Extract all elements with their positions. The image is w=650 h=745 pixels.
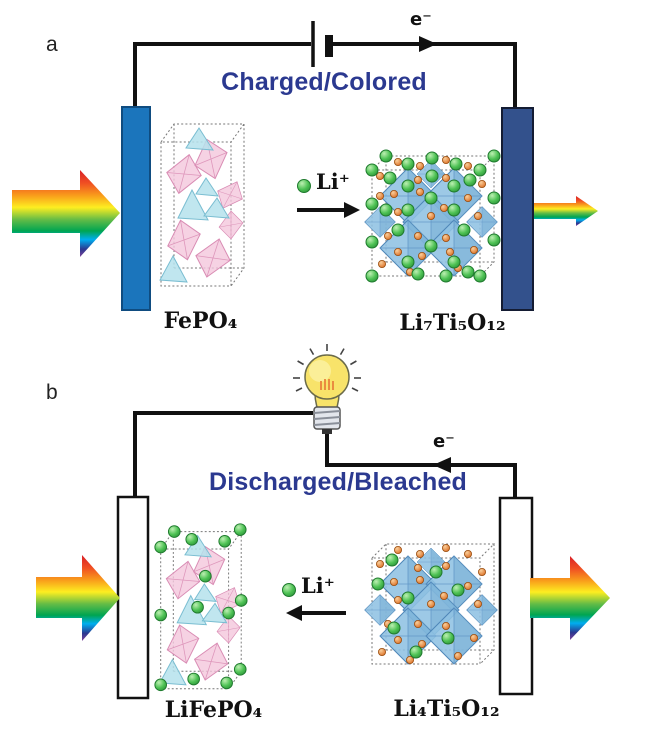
li-ion-label-b: Li⁺ — [301, 573, 335, 598]
material-label-lifepo4: LiFePO₄ — [164, 697, 263, 723]
material-label-li7ti5o12: Li₇Ti₅O₁₂ — [399, 310, 506, 336]
panel-a-label: a — [46, 33, 58, 56]
electrode-b-right — [498, 496, 534, 696]
rainbow-light-out-arrow-b — [530, 556, 610, 640]
li-ion-legend-b — [282, 583, 346, 621]
electrode-a-right — [501, 107, 534, 311]
state-label-a: Charged/Colored — [221, 68, 427, 96]
material-label-fepo4: FePO₄ — [163, 308, 238, 334]
wire-a-left — [133, 42, 311, 108]
crystal-li7ti5o12 — [365, 149, 501, 283]
electron-label-a: e⁻ — [410, 9, 432, 30]
wire-b-right — [325, 430, 517, 498]
rainbow-light-in-arrow-b — [36, 555, 120, 641]
li-ion-label-a: Li⁺ — [316, 169, 350, 194]
rainbow-light-out-arrow-a — [534, 196, 598, 226]
wire-a-right — [333, 42, 517, 108]
electron-flow-arrowhead-a — [419, 36, 437, 52]
electrode-a-left — [121, 106, 151, 311]
crystal-li4ti5o12 — [365, 544, 498, 664]
li-arrowhead-b — [286, 605, 302, 621]
rainbow-light-in-arrow-a — [12, 170, 120, 257]
electrode-b-left — [116, 495, 150, 700]
li-arrowhead-a — [344, 202, 360, 218]
material-label-li4ti5o12: Li₄Ti₅O₁₂ — [393, 696, 500, 722]
li-ion-legend-a — [297, 179, 360, 218]
battery-cell-icon — [311, 21, 333, 67]
circuit-b — [133, 344, 517, 498]
circuit-a — [133, 21, 517, 108]
crystal-fepo4 — [160, 124, 248, 286]
li-ion-sphere-b — [282, 583, 296, 597]
li-ion-sphere-a — [297, 179, 311, 193]
panel-b-label: b — [46, 381, 58, 404]
state-label-b: Discharged/Bleached — [208, 468, 468, 496]
electron-label-b: e⁻ — [433, 431, 455, 452]
light-bulb-icon — [293, 344, 361, 434]
crystal-lifepo4 — [154, 523, 248, 692]
electron-flow-arrowhead-b — [433, 457, 451, 473]
wire-b-left — [133, 411, 313, 497]
